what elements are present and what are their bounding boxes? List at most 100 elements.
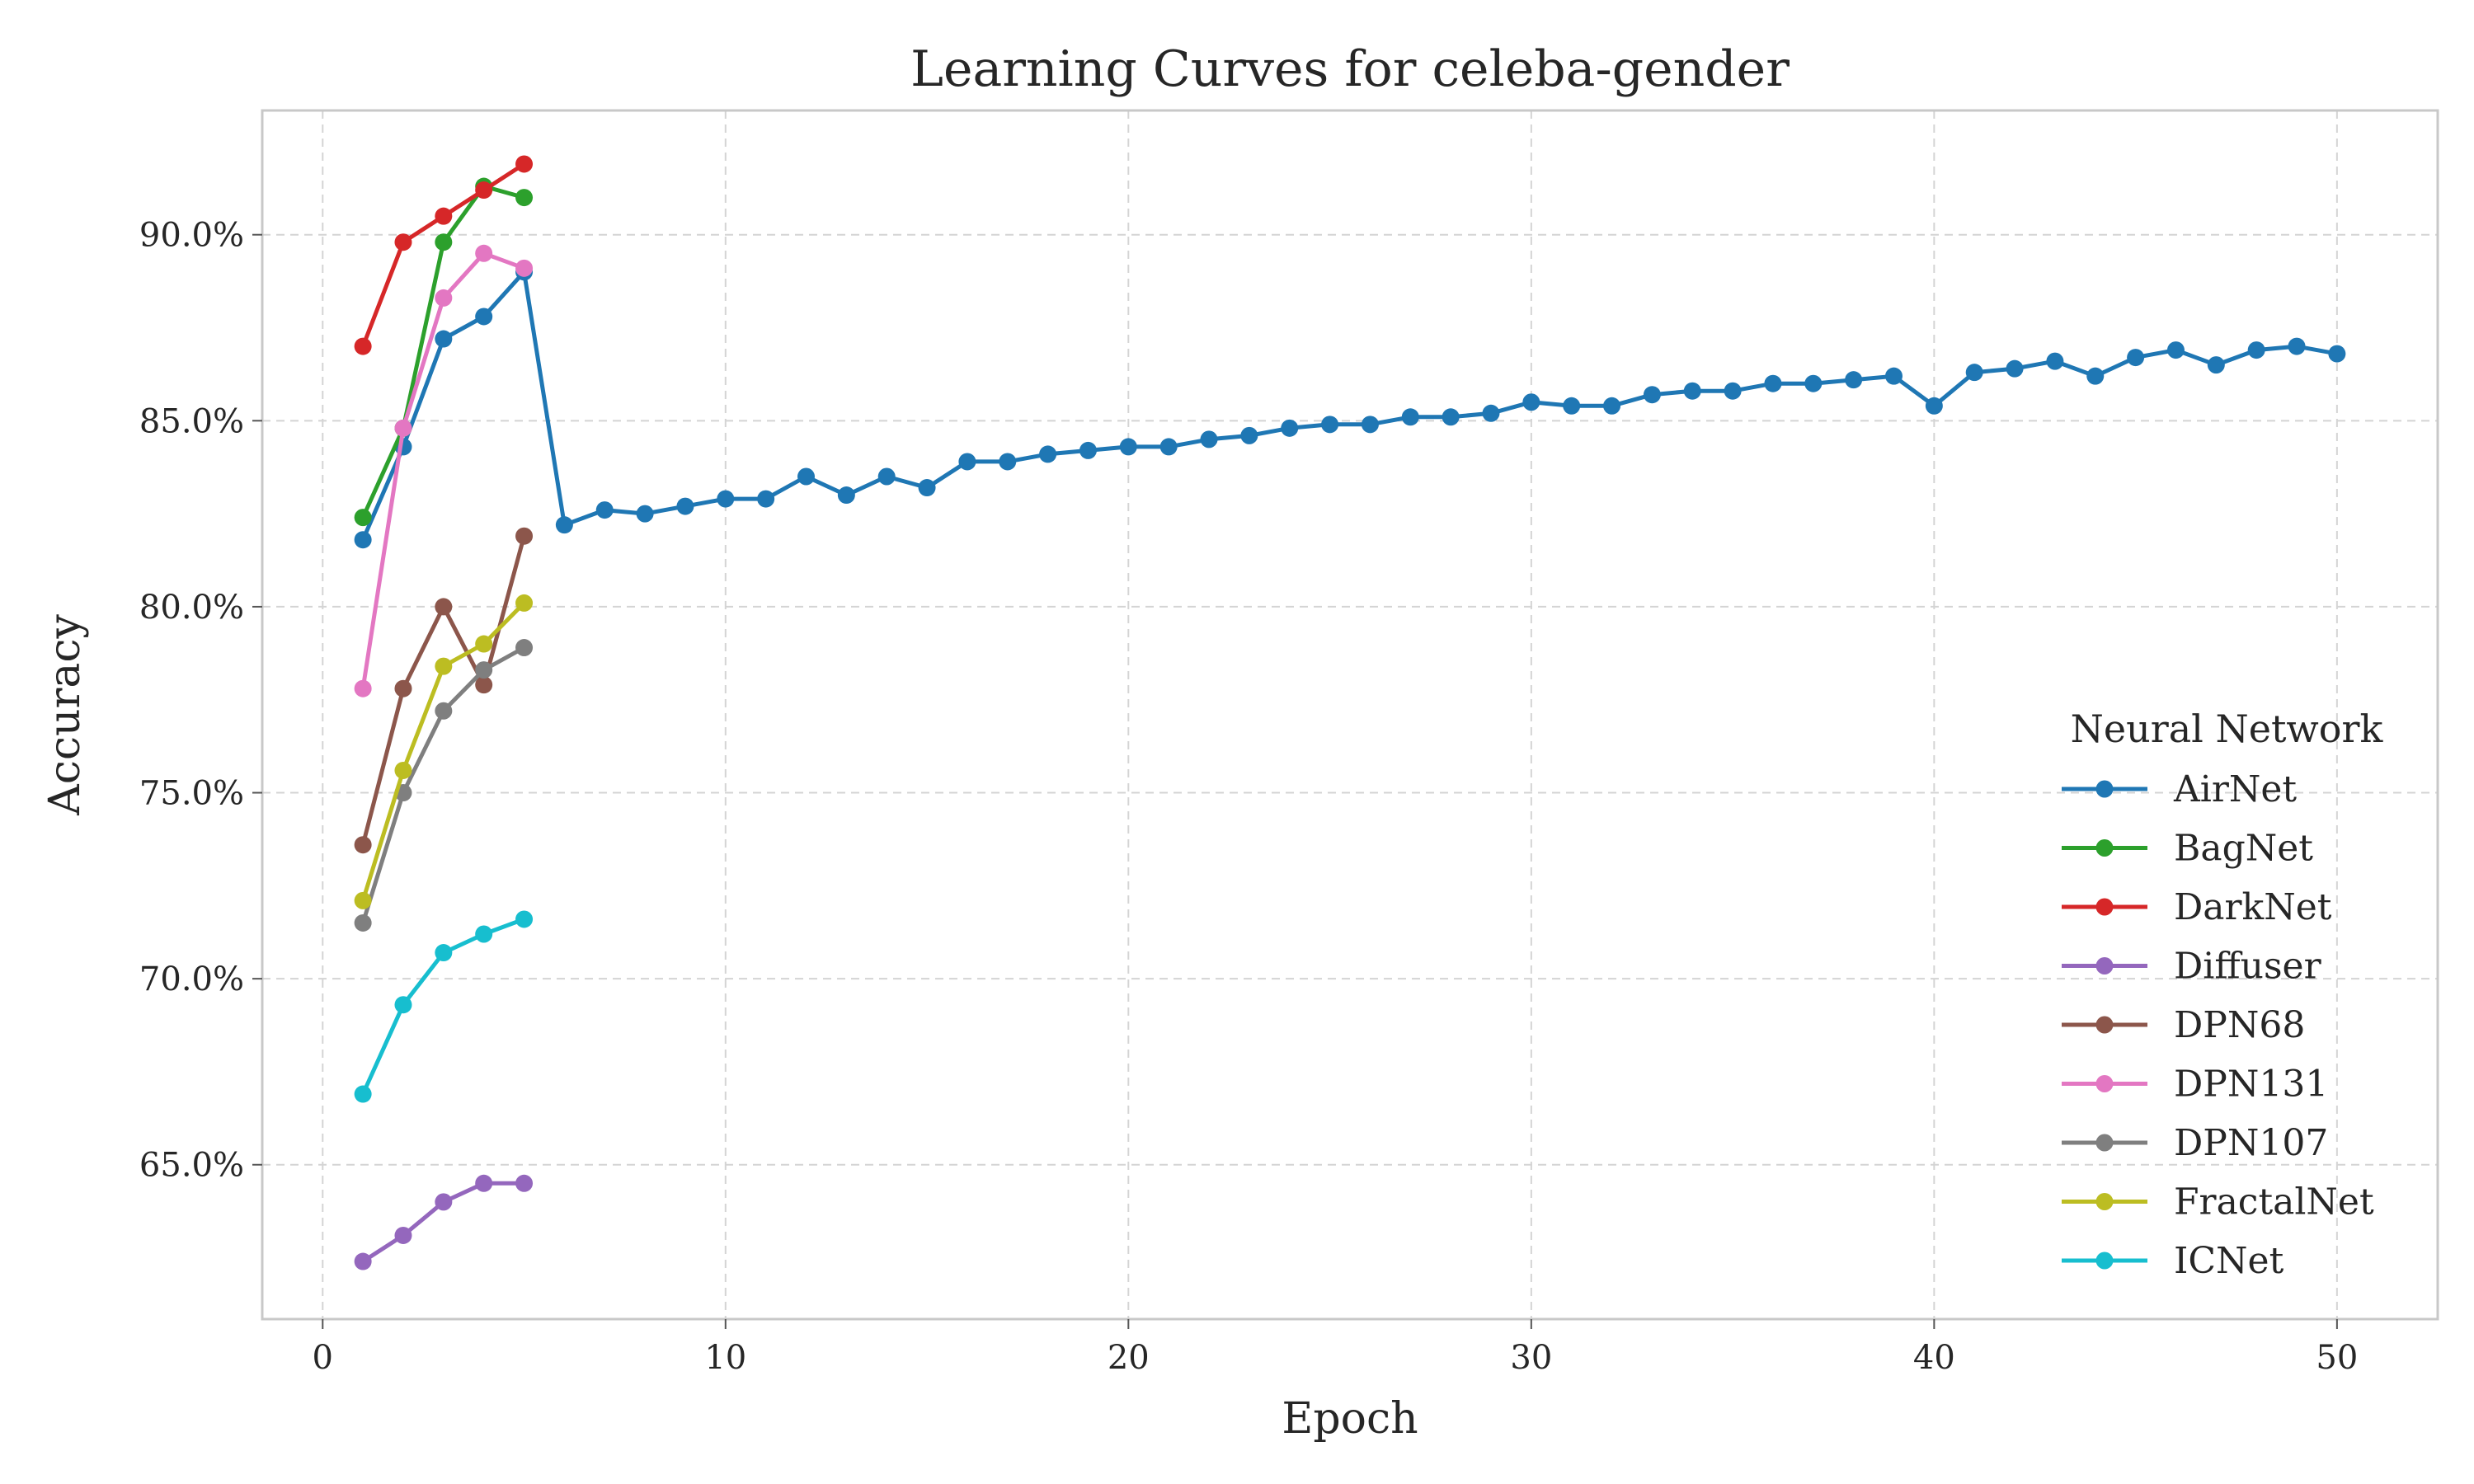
legend-title: Neural Network (2071, 707, 2384, 751)
legend-marker-dpn107 (2095, 1134, 2114, 1152)
legend-label-bagnet: BagNet (2174, 828, 2313, 870)
data-point-diffuser (435, 1193, 453, 1211)
data-point-airnet (354, 531, 372, 549)
data-point-airnet (2127, 349, 2145, 367)
data-point-airnet (1159, 438, 1178, 456)
data-point-diffuser (354, 1252, 372, 1270)
y-axis-label: Accuracy (40, 614, 90, 816)
data-point-airnet (595, 501, 614, 519)
series-icnet (354, 910, 534, 1103)
data-point-airnet (1361, 416, 1379, 434)
data-point-airnet (797, 467, 815, 486)
series-layer (354, 155, 2346, 1270)
data-point-dpn131 (435, 289, 453, 307)
data-point-airnet (1603, 397, 1621, 415)
data-point-airnet (1804, 374, 1823, 392)
data-point-icnet (515, 910, 534, 928)
series-darknet (354, 155, 534, 355)
data-point-airnet (555, 516, 573, 534)
data-point-dpn68 (475, 676, 493, 694)
series-dpn107 (354, 639, 534, 932)
data-point-fractalnet (475, 635, 493, 653)
data-point-icnet (475, 925, 493, 943)
data-point-airnet (1482, 404, 1500, 422)
data-point-airnet (1321, 416, 1339, 434)
legend-item-dpn131: DPN131 (2062, 1064, 2328, 1106)
data-point-airnet (1281, 419, 1299, 437)
data-point-airnet (1925, 397, 1943, 415)
legend-label-dpn107: DPN107 (2174, 1122, 2328, 1164)
legend-item-darknet: DarkNet (2062, 886, 2332, 928)
data-point-airnet (877, 467, 896, 486)
data-point-icnet (435, 944, 453, 962)
legend-marker-icnet (2095, 1252, 2114, 1270)
data-point-airnet (1079, 441, 1097, 459)
legend-label-dpn68: DPN68 (2174, 1004, 2305, 1046)
data-point-airnet (1240, 426, 1258, 444)
legend-marker-bagnet (2095, 839, 2114, 857)
series-line-dpn68 (360, 533, 526, 848)
data-point-airnet (757, 490, 775, 508)
data-point-airnet (2288, 337, 2306, 355)
data-point-airnet (636, 505, 654, 523)
grid (262, 110, 2438, 1319)
data-point-dpn107 (515, 639, 534, 657)
legend-marker-dpn68 (2095, 1016, 2114, 1034)
data-point-bagnet (435, 233, 453, 251)
data-point-airnet (2207, 356, 2225, 374)
data-point-bagnet (515, 189, 534, 207)
data-point-airnet (918, 479, 936, 497)
y-axis: 65.0% 70.0% 75.0% 80.0% 85.0% 90.0% (139, 217, 262, 1185)
data-point-fractalnet (394, 761, 412, 779)
data-point-airnet (1442, 408, 1460, 426)
data-point-darknet (435, 207, 453, 225)
data-point-darknet (394, 233, 412, 251)
data-point-darknet (515, 155, 534, 173)
y-tick-label: 90.0% (139, 217, 244, 255)
data-point-icnet (394, 996, 412, 1014)
data-point-airnet (2247, 341, 2265, 359)
data-point-airnet (2006, 359, 2024, 378)
series-fractalnet (354, 594, 534, 909)
data-point-dpn131 (515, 259, 534, 277)
y-tick-label: 80.0% (139, 589, 244, 627)
x-axis: 0 10 20 30 40 50 (313, 1319, 2358, 1377)
data-point-airnet (1039, 445, 1057, 463)
data-point-dpn131 (354, 679, 372, 697)
data-point-airnet (1200, 430, 1218, 448)
legend-item-dpn107: DPN107 (2062, 1122, 2328, 1164)
data-point-airnet (837, 486, 855, 505)
legend: Neural Network AirNet BagNet DarkNet Diffus… (2062, 707, 2383, 1282)
legend-item-fractalnet: FractalNet (2062, 1181, 2374, 1223)
legend-item-airnet: AirNet (2062, 768, 2297, 810)
legend-item-icnet: ICNet (2062, 1240, 2284, 1282)
series-bagnet (354, 177, 534, 527)
x-tick-label: 0 (313, 1339, 333, 1377)
data-point-dpn68 (354, 836, 372, 854)
data-point-airnet (2046, 352, 2064, 370)
data-point-airnet (717, 490, 735, 508)
data-point-airnet (1764, 374, 1782, 392)
legend-item-dpn68: DPN68 (2062, 1004, 2305, 1046)
legend-item-diffuser: Diffuser (2062, 946, 2322, 988)
x-tick-label: 50 (2316, 1339, 2358, 1377)
legend-label-dpn131: DPN131 (2174, 1064, 2328, 1106)
data-point-airnet (435, 330, 453, 348)
data-point-airnet (2328, 345, 2346, 363)
data-point-dpn131 (475, 244, 493, 262)
data-point-airnet (676, 497, 694, 515)
legend-marker-fractalnet (2095, 1193, 2114, 1210)
data-point-airnet (1522, 393, 1540, 411)
data-point-airnet (1885, 367, 1903, 385)
data-point-bagnet (354, 509, 372, 527)
data-point-airnet (475, 308, 493, 326)
data-point-dpn107 (475, 661, 493, 679)
legend-marker-diffuser (2095, 957, 2114, 974)
data-point-airnet (2166, 341, 2185, 359)
data-point-airnet (1643, 386, 1661, 404)
x-tick-label: 30 (1510, 1339, 1552, 1377)
data-point-fractalnet (354, 891, 372, 909)
data-point-diffuser (394, 1226, 412, 1244)
data-point-fractalnet (515, 594, 534, 612)
